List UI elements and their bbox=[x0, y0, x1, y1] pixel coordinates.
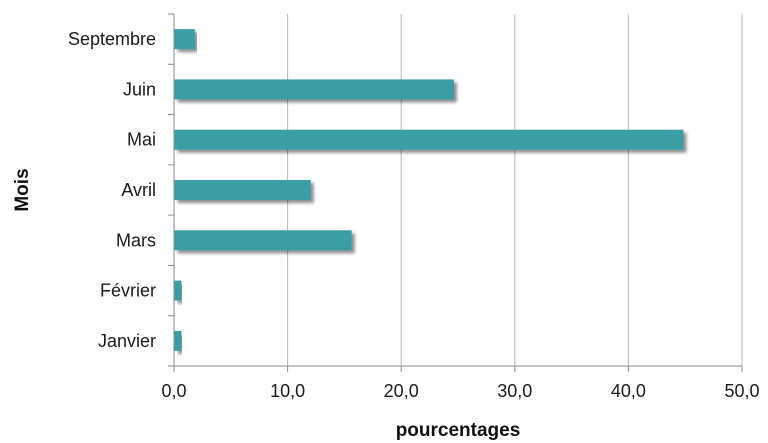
x-tick-label: 0,0 bbox=[161, 381, 186, 401]
x-axis-title: pourcentages bbox=[396, 420, 521, 441]
tick-labels: Janvier Février Mars Avril Mai Juin Septembre 0… bbox=[68, 29, 760, 401]
x-tick-label: 20,0 bbox=[384, 381, 419, 401]
bar-5 bbox=[174, 129, 684, 150]
bar-3 bbox=[174, 230, 352, 251]
x-tick-label: 30,0 bbox=[497, 381, 532, 401]
y-tick-label: Janvier bbox=[98, 331, 156, 351]
y-tick-label: Février bbox=[100, 281, 156, 301]
bar-6 bbox=[174, 79, 454, 100]
x-tick-label: 40,0 bbox=[611, 381, 646, 401]
bar-4 bbox=[174, 180, 311, 200]
bars bbox=[174, 29, 684, 351]
y-tick-label: Avril bbox=[121, 180, 156, 200]
bar-7 bbox=[174, 29, 195, 50]
bar-2 bbox=[174, 280, 182, 301]
gridlines bbox=[287, 14, 743, 366]
y-tick-label: Juin bbox=[123, 79, 156, 99]
y-tick-label: Mars bbox=[116, 230, 156, 250]
bar-1 bbox=[174, 330, 182, 351]
y-tick-label: Septembre bbox=[68, 29, 156, 49]
y-tick-label: Mai bbox=[127, 130, 156, 150]
x-tick-label: 10,0 bbox=[270, 381, 305, 401]
x-tick-label: 50,0 bbox=[724, 381, 759, 401]
y-axis-title: Mois bbox=[12, 168, 33, 211]
axes bbox=[168, 13, 743, 372]
